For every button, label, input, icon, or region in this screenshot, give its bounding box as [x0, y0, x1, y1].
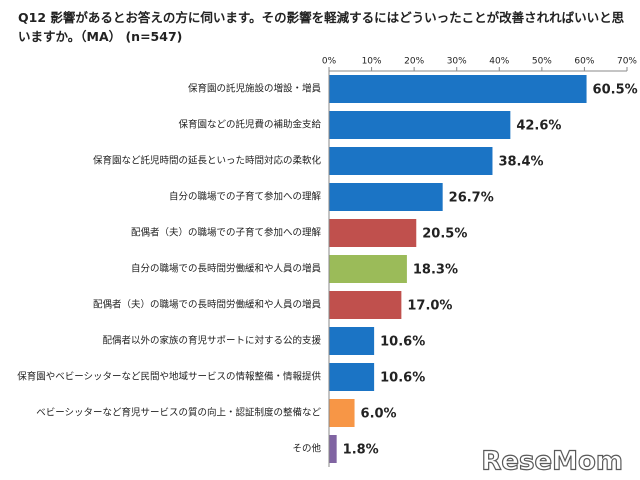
bar — [329, 255, 407, 283]
bar — [329, 327, 375, 355]
bar — [329, 291, 402, 319]
value-label: 1.8% — [343, 443, 379, 458]
x-tick-label: 10% — [362, 57, 382, 67]
category-label: 配偶者（夫）の職場での長時間労働緩和や人員の増員 — [93, 299, 322, 311]
bar — [329, 399, 355, 427]
value-label: 17.0% — [407, 299, 452, 314]
category-label: 保育園の託児施設の増設・増員 — [188, 83, 322, 95]
x-tick-label: 30% — [447, 57, 467, 67]
bar — [329, 111, 511, 139]
category-label: 配偶者（夫）の職場での子育て参加への理解 — [131, 227, 322, 239]
bar — [329, 219, 417, 247]
x-tick-label: 20% — [404, 57, 424, 67]
x-tick-label: 0% — [322, 57, 337, 67]
value-label: 60.5% — [593, 83, 638, 98]
category-label: 自分の職場での子育て参加への理解 — [169, 191, 322, 203]
value-label: 20.5% — [422, 227, 467, 242]
x-tick-label: 70% — [617, 57, 637, 67]
bar — [329, 75, 587, 103]
category-label: 配偶者以外の家族の育児サポートに対する公的支援 — [102, 335, 321, 347]
value-label: 18.3% — [413, 263, 458, 278]
value-label: 38.4% — [498, 155, 543, 170]
bar — [329, 147, 493, 175]
chart-title: Q12 影響があるとお答えの方に伺います。その影響を軽減するにはどういったことが… — [18, 10, 625, 44]
category-label: 保育園などの託児費の補助金支給 — [178, 119, 321, 131]
x-tick-label: 50% — [532, 57, 552, 67]
value-label: 10.6% — [380, 371, 425, 386]
value-label: 42.6% — [516, 119, 561, 134]
watermark: ReseMom — [481, 447, 623, 477]
category-label: 保育園やベビーシッターなど民間や地域サービスの情報整備・情報提供 — [17, 371, 321, 383]
x-tick-label: 60% — [574, 57, 594, 67]
value-label: 26.7% — [449, 191, 494, 206]
x-tick-label: 40% — [489, 57, 509, 67]
bar — [329, 363, 375, 391]
category-label: 保育園など託児時間の延長といった時間対応の柔軟化 — [93, 155, 322, 167]
bar — [329, 435, 337, 463]
category-label: ベビーシッターなど育児サービスの質の向上・認証制度の整備など — [36, 407, 321, 419]
value-label: 10.6% — [380, 335, 425, 350]
category-label: その他 — [292, 443, 321, 455]
bar — [329, 183, 443, 211]
value-label: 6.0% — [361, 407, 397, 422]
category-label: 自分の職場での長時間労働緩和や人員の増員 — [131, 263, 322, 275]
